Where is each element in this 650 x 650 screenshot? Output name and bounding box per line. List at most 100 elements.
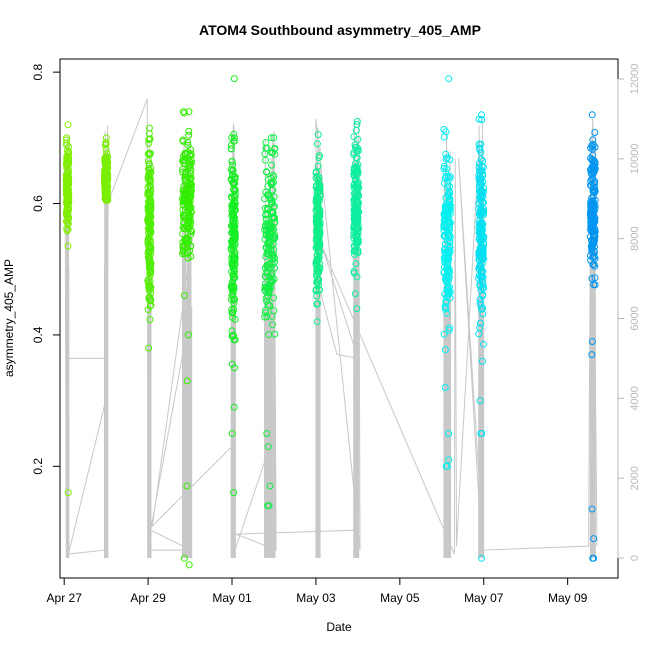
data-point — [228, 167, 236, 175]
data-point — [263, 228, 271, 236]
data-point — [182, 180, 190, 188]
data-point — [147, 164, 155, 172]
data-point — [479, 291, 487, 299]
data-point — [313, 173, 321, 180]
data-point — [589, 167, 597, 175]
data-point — [476, 244, 484, 252]
data-point — [262, 139, 270, 146]
data-point — [351, 290, 359, 298]
data-point — [228, 305, 236, 313]
data-point — [262, 294, 270, 302]
data-point — [313, 318, 321, 326]
data-point — [230, 489, 238, 497]
data-point — [314, 300, 322, 308]
data-point — [270, 134, 278, 142]
data-point — [440, 226, 448, 234]
data-point — [353, 305, 361, 313]
data-point — [102, 134, 110, 142]
data-point — [589, 261, 597, 269]
data-point — [476, 397, 484, 405]
data-point — [145, 204, 153, 211]
data-point — [264, 269, 272, 277]
x-axis-label: Date — [326, 620, 352, 634]
data-point — [184, 213, 192, 221]
data-point — [231, 235, 239, 243]
cluster-6 — [261, 134, 279, 510]
data-point — [145, 136, 153, 144]
data-point — [478, 305, 485, 313]
data-point — [145, 275, 153, 283]
data-point — [588, 505, 596, 513]
data-point — [266, 482, 274, 490]
data-point — [63, 210, 71, 218]
data-point — [185, 237, 193, 245]
data-point — [261, 150, 269, 158]
data-point — [103, 196, 111, 204]
data-point — [479, 273, 487, 281]
data-point — [590, 141, 598, 148]
data-point — [478, 430, 486, 437]
y2-tick-label: 10000 — [629, 144, 641, 175]
data-point — [102, 145, 110, 153]
data-point — [350, 269, 358, 277]
data-point — [271, 231, 279, 239]
data-point — [269, 148, 277, 156]
data-point — [588, 275, 596, 282]
data-point — [442, 155, 450, 163]
x-tick-label: May 09 — [548, 591, 588, 605]
data-point — [145, 255, 153, 263]
data-point — [261, 286, 269, 294]
data-point — [266, 237, 274, 245]
data-point — [185, 225, 192, 233]
data-point — [186, 152, 194, 160]
data-point — [179, 168, 187, 176]
data-point — [441, 223, 448, 231]
data-point — [475, 248, 483, 256]
data-point — [445, 273, 453, 281]
data-point — [441, 346, 449, 354]
data-point — [227, 193, 235, 201]
data-point — [231, 207, 239, 215]
data-point — [476, 299, 484, 307]
data-point — [145, 124, 153, 132]
data-point — [102, 139, 110, 147]
data-point — [265, 245, 273, 253]
data-point — [590, 535, 598, 543]
data-point — [313, 285, 320, 293]
data-point — [445, 75, 453, 83]
data-point — [445, 456, 453, 464]
data-point — [446, 218, 454, 226]
data-point — [477, 148, 485, 156]
data-point — [63, 156, 71, 164]
data-point — [64, 121, 72, 129]
data-point — [228, 157, 236, 165]
data-point — [102, 165, 110, 173]
data-point — [477, 155, 485, 163]
data-point — [262, 309, 269, 317]
data-point — [477, 198, 485, 205]
data-point — [313, 292, 321, 300]
data-point — [63, 141, 71, 149]
data-point — [145, 344, 153, 352]
data-point — [63, 208, 70, 215]
data-point — [265, 502, 273, 510]
data-point — [353, 147, 361, 155]
data-point — [590, 554, 598, 562]
data-point — [145, 294, 153, 302]
data-point — [478, 193, 486, 201]
data-point — [146, 195, 154, 203]
data-point — [228, 207, 236, 215]
data-point — [231, 240, 239, 248]
data-point — [146, 272, 154, 280]
data-point — [268, 179, 276, 187]
data-point — [62, 175, 70, 183]
data-point — [230, 137, 238, 145]
y-axis-label: asymmetry_405_AMP — [2, 259, 16, 377]
data-point — [316, 183, 324, 191]
data-point — [477, 273, 485, 281]
data-point — [314, 248, 322, 256]
data-point — [265, 331, 273, 339]
data-point — [263, 297, 271, 305]
data-point — [63, 189, 71, 197]
data-point — [63, 181, 71, 189]
